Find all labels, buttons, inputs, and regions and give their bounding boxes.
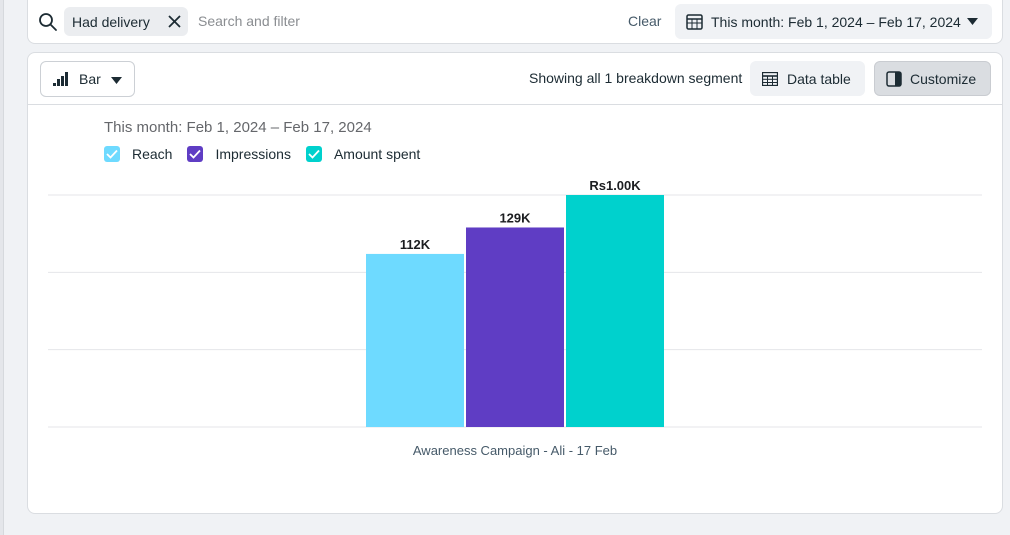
search-icon[interactable]: [38, 12, 58, 32]
bar-amount-spent[interactable]: [566, 195, 664, 427]
legend-label: Impressions: [215, 146, 291, 162]
legend-item-impressions[interactable]: Impressions: [187, 146, 291, 162]
category-tick-label: Awareness Campaign - Ali - 17 Feb: [413, 443, 617, 458]
left-panel-edge: [0, 0, 4, 535]
breakdown-segment-text: Showing all 1 breakdown segment: [529, 70, 743, 86]
bar-impressions[interactable]: [466, 227, 564, 427]
chart-type-dropdown[interactable]: Bar: [40, 61, 135, 97]
chart-type-label: Bar: [79, 71, 101, 87]
data-table-button[interactable]: Data table: [750, 61, 865, 96]
filter-chip-had-delivery[interactable]: Had delivery: [64, 7, 188, 36]
search-input[interactable]: [198, 10, 438, 32]
chart-title: This month: Feb 1, 2024 – Feb 17, 2024: [104, 119, 372, 136]
chart-legend: Reach Impressions Amount spent: [104, 146, 435, 162]
bar-chart: 112K 129K Rs1.00K Awareness Campaign - Ali …: [48, 178, 982, 458]
legend-label: Amount spent: [333, 146, 421, 162]
filter-bar: Had delivery Clear This month: Feb 1, 20…: [27, 0, 1003, 44]
data-table-label: Data table: [787, 70, 851, 87]
columns-icon: [886, 70, 902, 87]
table-icon: [762, 71, 778, 86]
check-icon: [187, 146, 204, 162]
check-icon: [104, 146, 120, 162]
customize-button[interactable]: Customize: [874, 61, 991, 96]
check-icon: [305, 146, 322, 162]
chevron-down-icon: [967, 18, 978, 25]
chevron-down-icon: [111, 77, 122, 84]
legend-label: Reach: [132, 146, 173, 162]
calendar-icon: [686, 14, 703, 30]
close-icon[interactable]: [168, 15, 181, 28]
clear-button[interactable]: Clear: [628, 13, 662, 29]
legend-item-reach[interactable]: Reach: [104, 146, 172, 162]
data-label: 112K: [400, 237, 431, 252]
date-range-button[interactable]: This month: Feb 1, 2024 – Feb 17, 2024: [675, 4, 992, 39]
date-range-label: This month: Feb 1, 2024 – Feb 17, 2024: [711, 13, 961, 30]
data-label: Rs1.00K: [589, 178, 641, 193]
chart-card: Bar Showing all 1 breakdown segment Data…: [27, 52, 1003, 514]
chart-toolbar: Bar Showing all 1 breakdown segment Data…: [28, 53, 1002, 105]
bar-chart-icon: [53, 72, 68, 86]
legend-item-amount-spent[interactable]: Amount spent: [305, 146, 421, 162]
customize-label: Customize: [910, 70, 977, 87]
data-label: 129K: [499, 210, 531, 225]
bar-reach[interactable]: [366, 253, 464, 427]
filter-chip-label: Had delivery: [72, 13, 150, 30]
